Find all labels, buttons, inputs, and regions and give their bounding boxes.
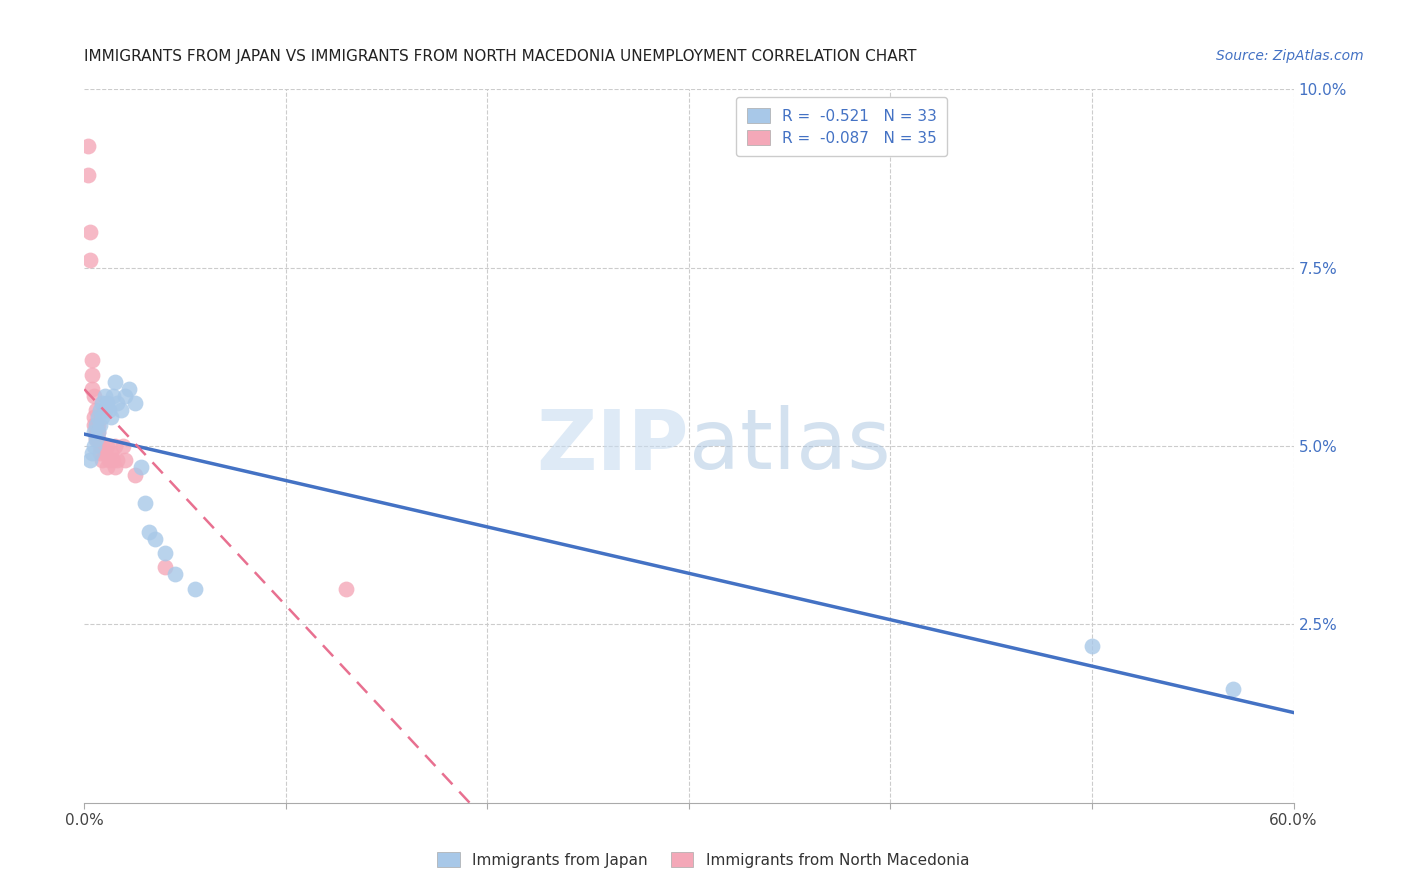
Point	[93, 446, 115, 460]
Point	[100, 410, 122, 425]
Point	[77, 168, 100, 182]
Point	[82, 446, 104, 460]
Point	[82, 382, 104, 396]
Point	[77, 139, 100, 153]
Point	[86, 403, 108, 417]
Point	[83, 425, 105, 439]
Point	[138, 524, 160, 539]
Point	[110, 403, 132, 417]
Point	[124, 467, 146, 482]
Point	[105, 396, 128, 410]
Point	[87, 432, 110, 446]
Point	[165, 567, 187, 582]
Point	[79, 453, 101, 467]
Point	[91, 453, 114, 467]
Point	[143, 532, 166, 546]
Point	[86, 425, 108, 439]
Point	[86, 432, 108, 446]
Point	[335, 582, 357, 596]
Point	[87, 410, 110, 425]
Point	[83, 410, 105, 425]
Point	[153, 560, 176, 574]
Point	[184, 582, 207, 596]
Point	[79, 225, 101, 239]
Point	[97, 403, 120, 417]
Legend: Immigrants from Japan, Immigrants from North Macedonia: Immigrants from Japan, Immigrants from N…	[429, 844, 977, 875]
Point	[1081, 639, 1104, 653]
Point	[89, 403, 111, 417]
Point	[1222, 681, 1244, 696]
Text: IMMIGRANTS FROM JAPAN VS IMMIGRANTS FROM NORTH MACEDONIA UNEMPLOYMENT CORRELATIO: IMMIGRANTS FROM JAPAN VS IMMIGRANTS FROM…	[84, 49, 917, 64]
Point	[86, 417, 108, 432]
Point	[91, 396, 114, 410]
Point	[105, 453, 128, 467]
Point	[100, 446, 122, 460]
Point	[93, 403, 115, 417]
Point	[87, 417, 110, 432]
Point	[124, 396, 146, 410]
Point	[104, 375, 127, 389]
Point	[96, 460, 118, 475]
Point	[97, 453, 120, 467]
Point	[101, 389, 124, 403]
Point	[96, 396, 118, 410]
Point	[134, 496, 156, 510]
Point	[83, 389, 105, 403]
Point	[114, 453, 136, 467]
Text: atlas: atlas	[689, 406, 890, 486]
Point	[83, 439, 105, 453]
Point	[87, 425, 110, 439]
Point	[104, 439, 127, 453]
Point	[87, 425, 110, 439]
Point	[86, 432, 108, 446]
Point	[82, 353, 104, 368]
Point	[83, 417, 105, 432]
Point	[89, 417, 111, 432]
Point	[153, 546, 176, 560]
Point	[79, 253, 101, 268]
Point	[114, 389, 136, 403]
Legend: R =  -0.521   N = 33, R =  -0.087   N = 35: R = -0.521 N = 33, R = -0.087 N = 35	[735, 97, 948, 156]
Point	[101, 453, 124, 467]
Text: ZIP: ZIP	[537, 406, 689, 486]
Point	[82, 368, 104, 382]
Point	[118, 382, 141, 396]
Point	[91, 410, 114, 425]
Text: Source: ZipAtlas.com: Source: ZipAtlas.com	[1216, 49, 1364, 63]
Point	[104, 460, 127, 475]
Point	[96, 439, 118, 453]
Point	[86, 417, 108, 432]
Point	[89, 439, 111, 453]
Point	[93, 389, 115, 403]
Point	[111, 439, 134, 453]
Point	[89, 446, 111, 460]
Point	[91, 439, 114, 453]
Point	[129, 460, 152, 475]
